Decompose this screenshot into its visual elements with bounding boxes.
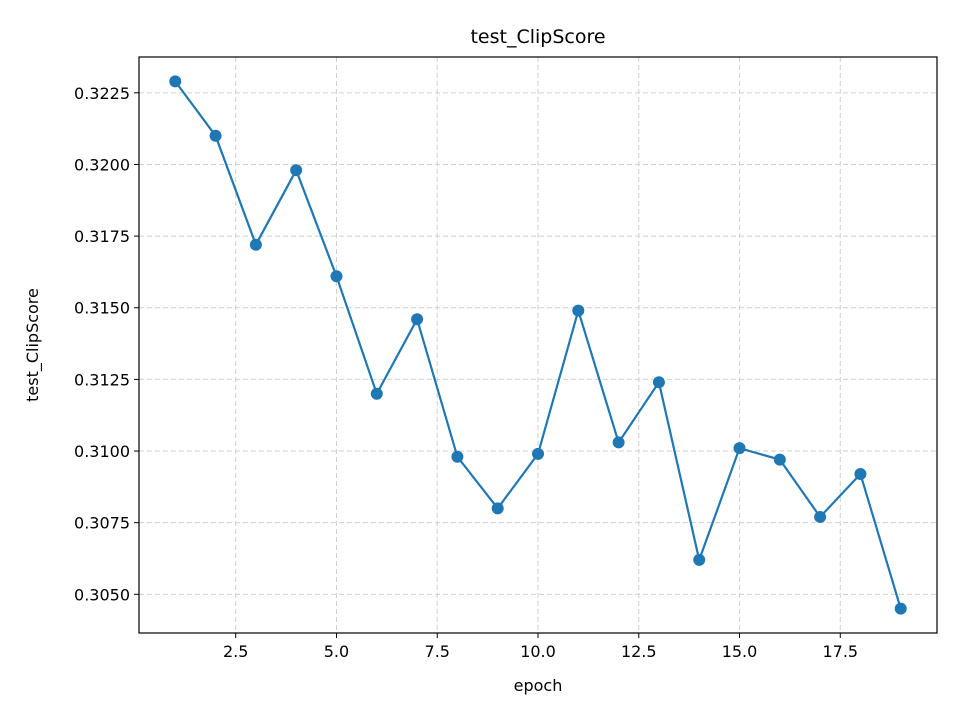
y-tick-label: 0.3100	[74, 442, 130, 461]
data-point	[572, 304, 585, 317]
x-tick-label: 12.5	[621, 642, 657, 661]
data-point	[169, 75, 182, 88]
data-point	[693, 553, 706, 566]
x-tick-label: 2.5	[223, 642, 248, 661]
x-axis: 2.5 5.0 7.5 10.0 12.5 15.0 17.5	[223, 633, 858, 661]
y-tick-label: 0.3125	[74, 370, 130, 389]
series-layer	[169, 75, 907, 615]
data-point	[773, 453, 786, 466]
data-point	[652, 376, 665, 389]
data-point	[370, 387, 383, 400]
y-axis: 0.3050 0.3075 0.3100 0.3125 0.3150 0.3175 0.32…	[74, 84, 139, 604]
data-point	[411, 313, 424, 326]
data-point	[532, 447, 544, 460]
data-point	[814, 510, 827, 523]
y-tick-label: 0.3200	[74, 155, 130, 174]
data-point	[209, 129, 222, 142]
x-tick-label: 10.0	[520, 642, 556, 661]
data-point	[612, 436, 625, 449]
data-point	[733, 442, 746, 455]
y-tick-label: 0.3050	[74, 585, 130, 604]
x-tick-label: 17.5	[822, 642, 858, 661]
data-point	[330, 270, 343, 283]
x-tick-label: 5.0	[324, 642, 349, 661]
x-axis-label: epoch	[514, 676, 563, 695]
data-point	[451, 450, 464, 463]
data-point	[491, 502, 504, 515]
y-axis-label: test_ClipScore	[23, 288, 43, 402]
data-point	[854, 467, 867, 480]
y-tick-label: 0.3075	[74, 514, 130, 533]
y-tick-label: 0.3150	[74, 299, 130, 318]
data-point	[249, 238, 262, 251]
y-tick-label: 0.3175	[74, 227, 130, 246]
chart-title: test_ClipScore	[470, 26, 605, 48]
data-point	[290, 164, 303, 177]
x-tick-label: 7.5	[425, 642, 450, 661]
y-tick-label: 0.3225	[74, 84, 130, 103]
data-point	[894, 602, 907, 615]
x-tick-label: 15.0	[722, 642, 758, 661]
grid	[139, 57, 937, 633]
